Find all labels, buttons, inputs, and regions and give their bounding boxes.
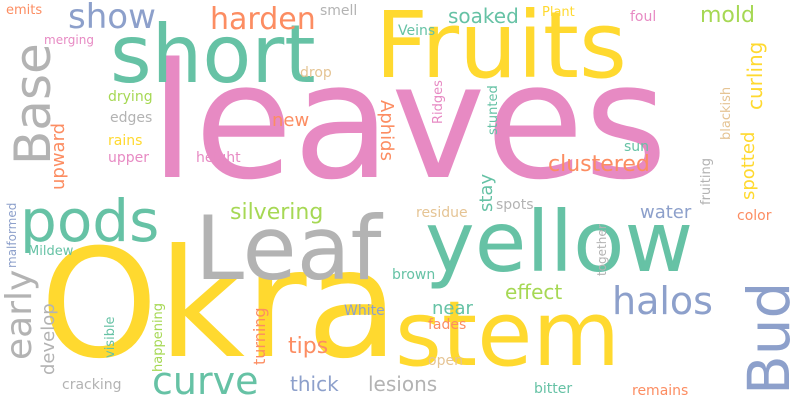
word-aphids: Aphids (376, 100, 397, 161)
word-brown: brown (392, 267, 436, 283)
word-halos: halos (612, 279, 713, 323)
word-spots: spots (496, 197, 534, 213)
word-blackish: blackish (719, 86, 734, 140)
word-curling: curling (743, 41, 767, 110)
word-remains: remains (632, 383, 689, 399)
word-emits: emits (6, 3, 43, 18)
word-new: new (272, 110, 310, 131)
word-mold: mold (700, 3, 755, 28)
word-foul: foul (630, 9, 657, 25)
word-clustered: clustered (548, 152, 650, 177)
word-drying: drying (108, 89, 153, 105)
word-fades: fades (428, 317, 467, 333)
word-curve: curve (152, 359, 259, 400)
word-yellow: yellow (425, 193, 694, 291)
word-ridges: Ridges (431, 80, 446, 124)
word-early: early (0, 269, 40, 360)
word-bud: Bud (735, 281, 800, 395)
word-short: short (110, 8, 316, 101)
word-tips: tips (288, 334, 329, 359)
word-show: show (68, 0, 156, 37)
word-white: White (344, 303, 385, 319)
word-soaked: soaked (448, 4, 519, 28)
word-develop: develop (38, 303, 59, 375)
word-veins: Veins (398, 23, 436, 39)
word-leaf: Leaf (195, 197, 382, 300)
word-okra: Okra (40, 218, 399, 392)
word-bitter: bitter (534, 381, 573, 397)
word-effect: effect (505, 280, 563, 304)
word-smell: smell (320, 3, 358, 19)
word-visible: visible (103, 316, 118, 358)
word-turning: turning (250, 307, 269, 365)
word-fruiting: fruiting (699, 158, 714, 205)
word-cracking: cracking (62, 377, 122, 393)
word-sun: sun (624, 139, 650, 155)
word-residue: residue (416, 205, 468, 221)
word-harden: harden (210, 2, 316, 37)
word-spotted: spotted (738, 131, 759, 200)
word-plant: Plant (542, 5, 575, 20)
word-edges: edges (110, 110, 153, 126)
word-pods: pods (20, 187, 160, 255)
word-lesions: lesions (368, 372, 438, 396)
word-color: color (737, 208, 772, 224)
word-silvering: silvering (230, 200, 324, 225)
word-rains: rains (108, 133, 143, 149)
word-near: near (432, 298, 473, 319)
word-together: together (595, 224, 609, 276)
word-height: height (196, 150, 241, 166)
word-water: water (640, 202, 692, 223)
word-mildew: Mildew (28, 244, 74, 259)
word-stem: stem (395, 282, 621, 387)
word-fruits: Fruits (375, 0, 627, 99)
word-thick: thick (290, 372, 339, 396)
word-happening: happening (151, 302, 166, 372)
word-stunted: stunted (486, 85, 501, 135)
word-leaves: leaves (150, 28, 668, 215)
word-stay: stay (476, 173, 497, 212)
word-malformed: malformed (5, 202, 19, 268)
word-upper: upper (108, 150, 150, 166)
word-open: open (428, 353, 463, 369)
word-drop: drop (300, 65, 332, 81)
word-upward: upward (48, 122, 69, 190)
word-merging: merging (44, 33, 94, 47)
